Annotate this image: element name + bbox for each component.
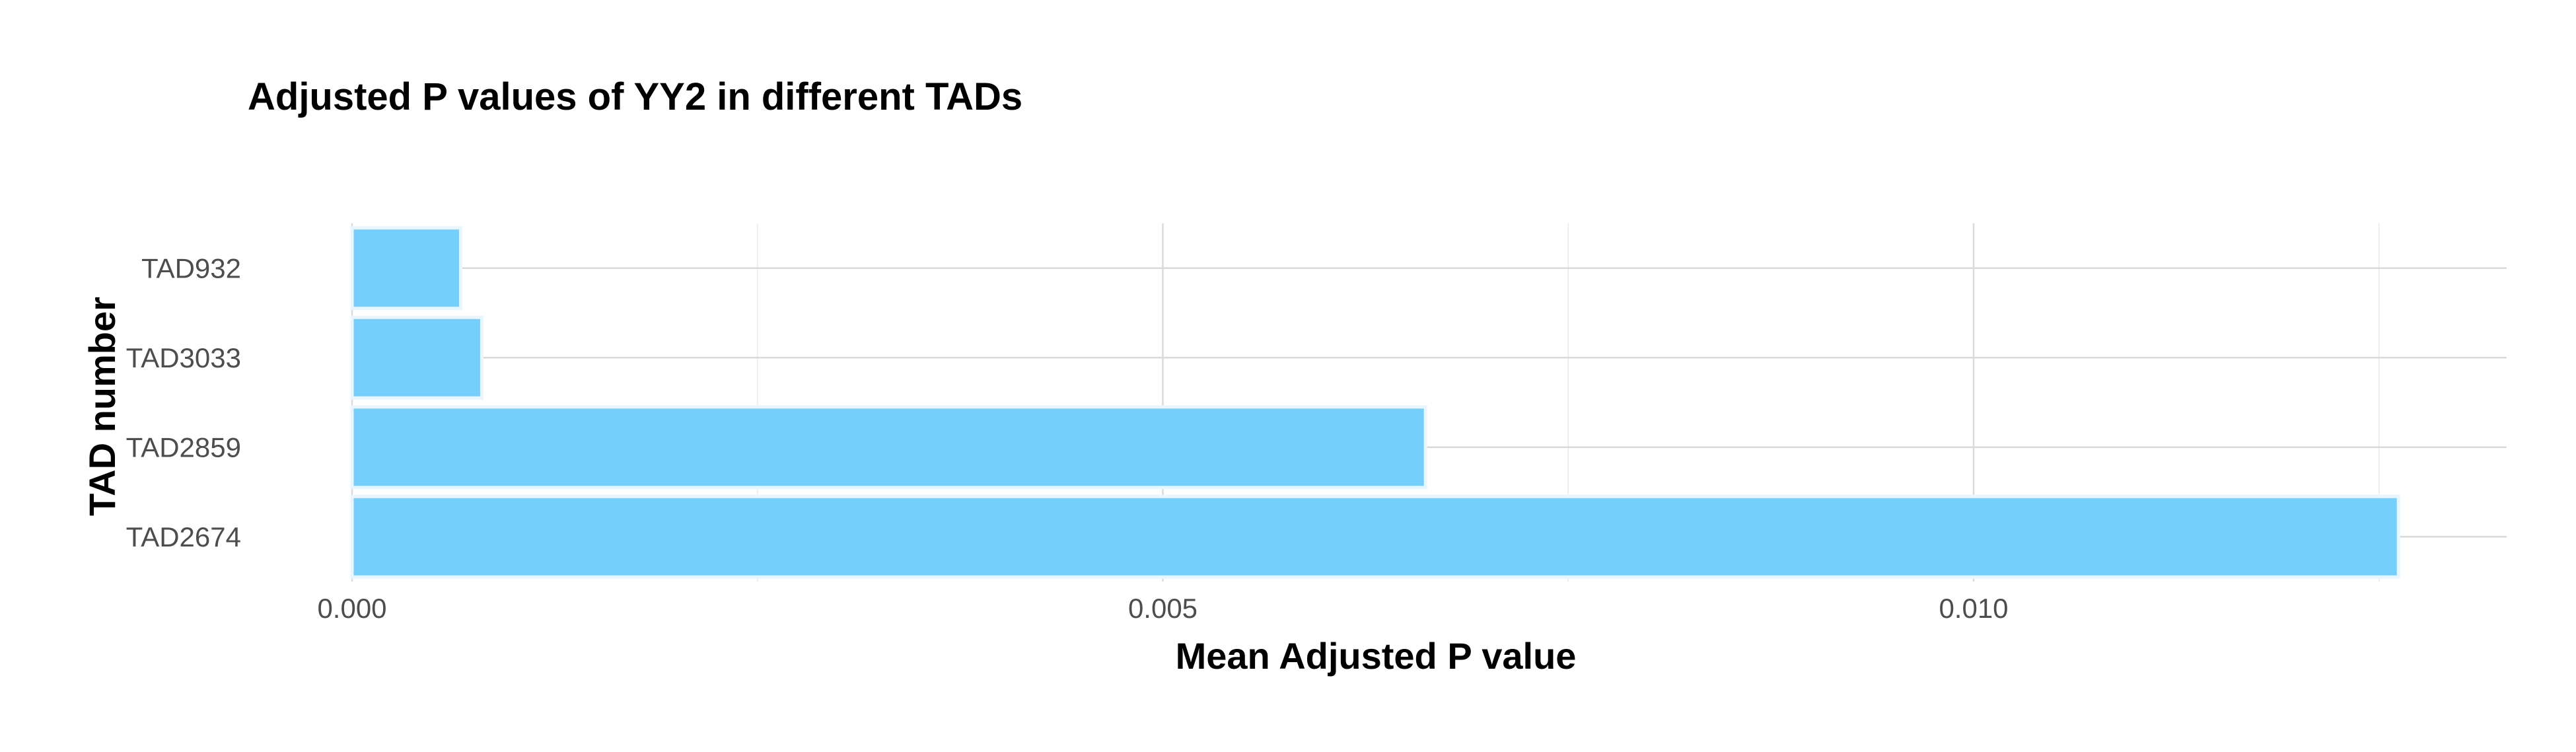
x-tick-label: 0.000 <box>317 593 386 624</box>
x-axis-title: Mean Adjusted P value <box>1176 635 1577 677</box>
y-axis-title: TAD number <box>81 297 123 516</box>
x-tick-label: 0.010 <box>1939 593 2008 624</box>
x-axis-ticks: 0.000 0.005 0.010 <box>317 593 2008 624</box>
chart-title: Adjusted P values of YY2 in different TA… <box>248 75 1022 118</box>
y-tick-label: TAD2674 <box>126 521 241 552</box>
bar-tad932 <box>350 226 462 311</box>
y-tick-label: TAD3033 <box>126 342 241 373</box>
bar-tad2674 <box>350 494 2400 579</box>
y-tick-label: TAD932 <box>141 252 241 283</box>
x-tick-label: 0.005 <box>1128 593 1198 624</box>
y-tick-label: TAD2859 <box>126 432 241 463</box>
y-axis-ticks: TAD932 TAD3033 TAD2859 TAD2674 <box>126 252 241 552</box>
bar-tad3033 <box>350 315 483 400</box>
bar-tad2859 <box>350 405 1427 490</box>
bars <box>350 226 2400 579</box>
